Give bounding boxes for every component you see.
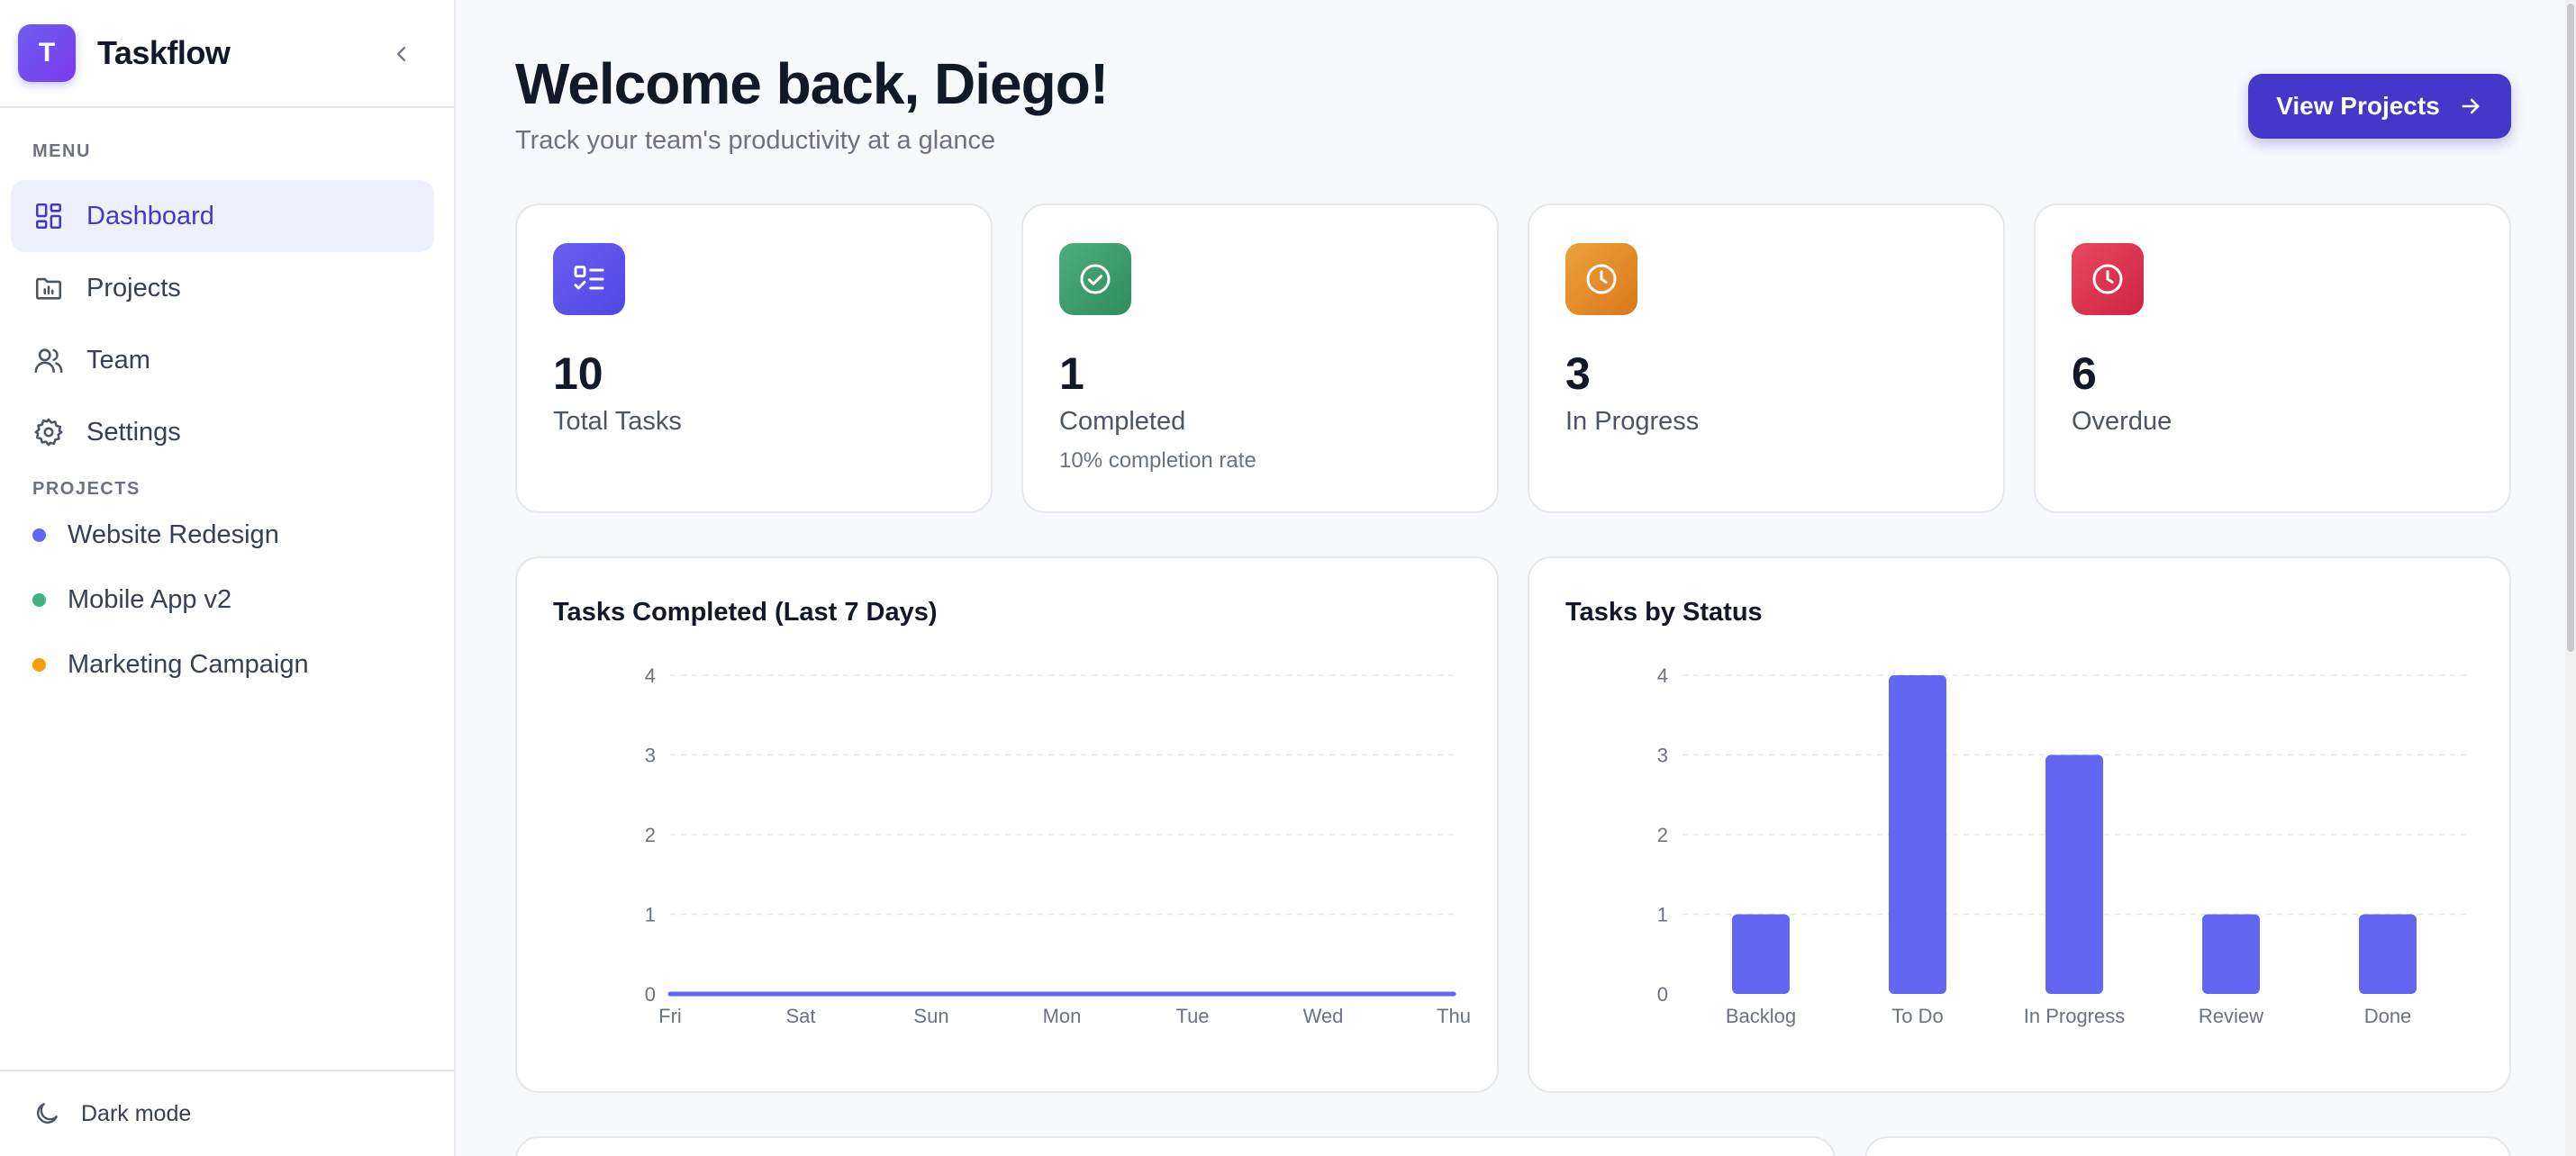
menu-section-label: MENU [32,141,91,161]
logo-letter: T [38,38,56,68]
y-tick-label: 0 [645,983,656,1006]
clock-icon [1565,243,1637,315]
bar [2202,914,2260,994]
app-logo: T [18,24,76,82]
y-tick-label: 3 [645,745,656,767]
x-tick-label: Backlog [1726,1005,1796,1027]
chart-title: Tasks by Status [1565,598,1763,627]
dark-mode-label: Dark mode [81,1100,192,1126]
collapse-sidebar-button[interactable] [385,38,418,70]
gear-icon [32,416,65,448]
project-color-dot [32,657,46,672]
chart-card-tasks-completed: Tasks Completed (Last 7 Days) 0 1 2 3 4 Fri Sa… [515,556,1499,1093]
chevron-left-icon [396,46,406,62]
stat-value: 10 [553,348,603,399]
projects-section-label: PROJECTS [32,479,141,499]
sidebar-item-label: Dashboard [86,201,214,230]
checklist-icon [553,243,625,315]
sidebar-item-dashboard[interactable]: Dashboard [11,180,434,252]
sidebar-project-mobile-app[interactable]: Mobile App v2 [32,574,231,625]
stat-card-completed: 1 Completed 10% completion rate [1021,203,1499,513]
y-tick-label: 2 [1657,824,1668,846]
sidebar-item-label: Team [86,345,150,375]
x-tick-label: Thu [1437,1005,1471,1027]
y-tick-label: 1 [1657,904,1668,926]
bar [2045,754,2103,994]
project-label: Website Redesign [68,519,279,549]
sidebar-item-label: Projects [86,273,181,303]
project-label: Mobile App v2 [68,584,232,614]
scrollbar-thumb[interactable] [2567,4,2574,652]
x-tick-label: Tue [1175,1005,1209,1027]
x-tick-label: Fri [658,1005,682,1027]
x-tick-label: Sun [913,1005,948,1027]
stat-label: Overdue [2072,407,2172,436]
sidebar-item-label: Settings [86,417,181,447]
x-tick-label: In Progress [2024,1005,2126,1027]
y-tick-label: 4 [645,664,656,687]
scrollbar[interactable] [2565,0,2576,1156]
stat-label: Total Tasks [553,407,682,436]
stat-value: 6 [2072,348,2097,399]
stat-value: 3 [1565,348,1591,399]
chart-title: Tasks Completed (Last 7 Days) [553,598,938,627]
bar [1889,675,1946,994]
y-tick-label: 1 [645,904,656,926]
bar [1732,914,1790,994]
app-name: Taskflow [97,34,231,71]
page-subtitle: Track your team's productivity at a glan… [515,126,996,155]
x-tick-label: Wed [1303,1005,1344,1027]
page-title: Welcome back, Diego! [515,51,1109,116]
x-tick-label: Review [2199,1005,2263,1027]
chart-card-tasks-by-status: Tasks by Status 0 1 2 3 4 Backlog To Do In Prog… [1528,556,2511,1093]
project-color-dot [32,592,46,607]
stat-label: In Progress [1565,407,1700,436]
users-icon [32,344,65,376]
line-chart: 0 1 2 3 4 Fri Sat Sun Mon Tue Wed Thu [645,664,1471,1027]
y-tick-label: 3 [1657,745,1668,767]
stat-value: 1 [1059,348,1084,399]
project-color-dot [32,528,46,542]
bottom-card-left [515,1136,1836,1156]
bar [2359,914,2417,994]
stat-card-overdue: 6 Overdue [2034,203,2511,513]
x-tick-label: To Do [1891,1005,1943,1027]
project-label: Marketing Campaign [68,649,309,679]
x-tick-label: Mon [1043,1005,1082,1027]
sidebar-project-website-redesign[interactable]: Website Redesign [32,510,279,560]
clock-icon [2072,243,2144,315]
dark-mode-toggle[interactable]: Dark mode [0,1070,454,1156]
x-tick-label: Done [2364,1005,2412,1027]
sidebar: T Taskflow MENU Dashboard Projects Team … [0,0,456,1156]
y-tick-label: 2 [645,824,656,846]
sidebar-item-settings[interactable]: Settings [11,396,434,468]
dashboard-icon [32,200,65,232]
sidebar-project-marketing-campaign[interactable]: Marketing Campaign [32,639,309,690]
y-tick-label: 0 [1657,983,1668,1006]
sidebar-item-team[interactable]: Team [11,324,434,396]
bottom-card-right [1864,1136,2511,1156]
arrow-right-icon [2462,98,2480,114]
folder-icon [32,272,65,304]
view-projects-button[interactable]: View Projects [2248,74,2511,139]
check-circle-icon [1059,243,1131,315]
stat-label: Completed [1059,407,1186,436]
bar-chart: 0 1 2 3 4 Backlog To Do In Progress Review Done [1657,664,2466,1027]
moon-icon [37,1103,58,1124]
stat-card-in-progress: 3 In Progress [1528,203,2005,513]
stat-subtext: 10% completion rate [1059,448,1256,473]
sidebar-header: T Taskflow [0,0,454,108]
x-tick-label: Sat [785,1005,815,1027]
stat-card-total-tasks: 10 Total Tasks [515,203,993,513]
view-projects-label: View Projects [2276,92,2440,120]
y-tick-label: 4 [1657,664,1668,687]
sidebar-item-projects[interactable]: Projects [11,252,434,324]
